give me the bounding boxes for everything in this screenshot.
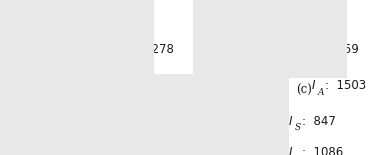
Text: (b): (b) bbox=[320, 10, 337, 23]
Text: :  459: : 459 bbox=[325, 43, 359, 56]
Text: S: S bbox=[133, 52, 139, 61]
Text: :  1480: : 1480 bbox=[140, 79, 181, 92]
Text: A: A bbox=[133, 88, 139, 97]
Text: $I$: $I$ bbox=[311, 43, 316, 56]
Text: $I$: $I$ bbox=[288, 146, 293, 155]
Text: $I$: $I$ bbox=[126, 79, 131, 92]
Text: S: S bbox=[318, 52, 324, 61]
Text: :  278: : 278 bbox=[140, 43, 174, 56]
Text: :  1086: : 1086 bbox=[302, 146, 343, 155]
Text: $I$: $I$ bbox=[126, 43, 131, 56]
Text: :  1503: : 1503 bbox=[325, 79, 366, 92]
Text: $I$: $I$ bbox=[288, 115, 293, 128]
Text: A: A bbox=[318, 88, 324, 97]
Text: (c): (c) bbox=[296, 84, 312, 97]
Text: :  847: : 847 bbox=[302, 115, 336, 128]
Text: $I$: $I$ bbox=[311, 79, 316, 92]
Text: (a): (a) bbox=[135, 10, 151, 23]
Text: S: S bbox=[295, 123, 301, 132]
